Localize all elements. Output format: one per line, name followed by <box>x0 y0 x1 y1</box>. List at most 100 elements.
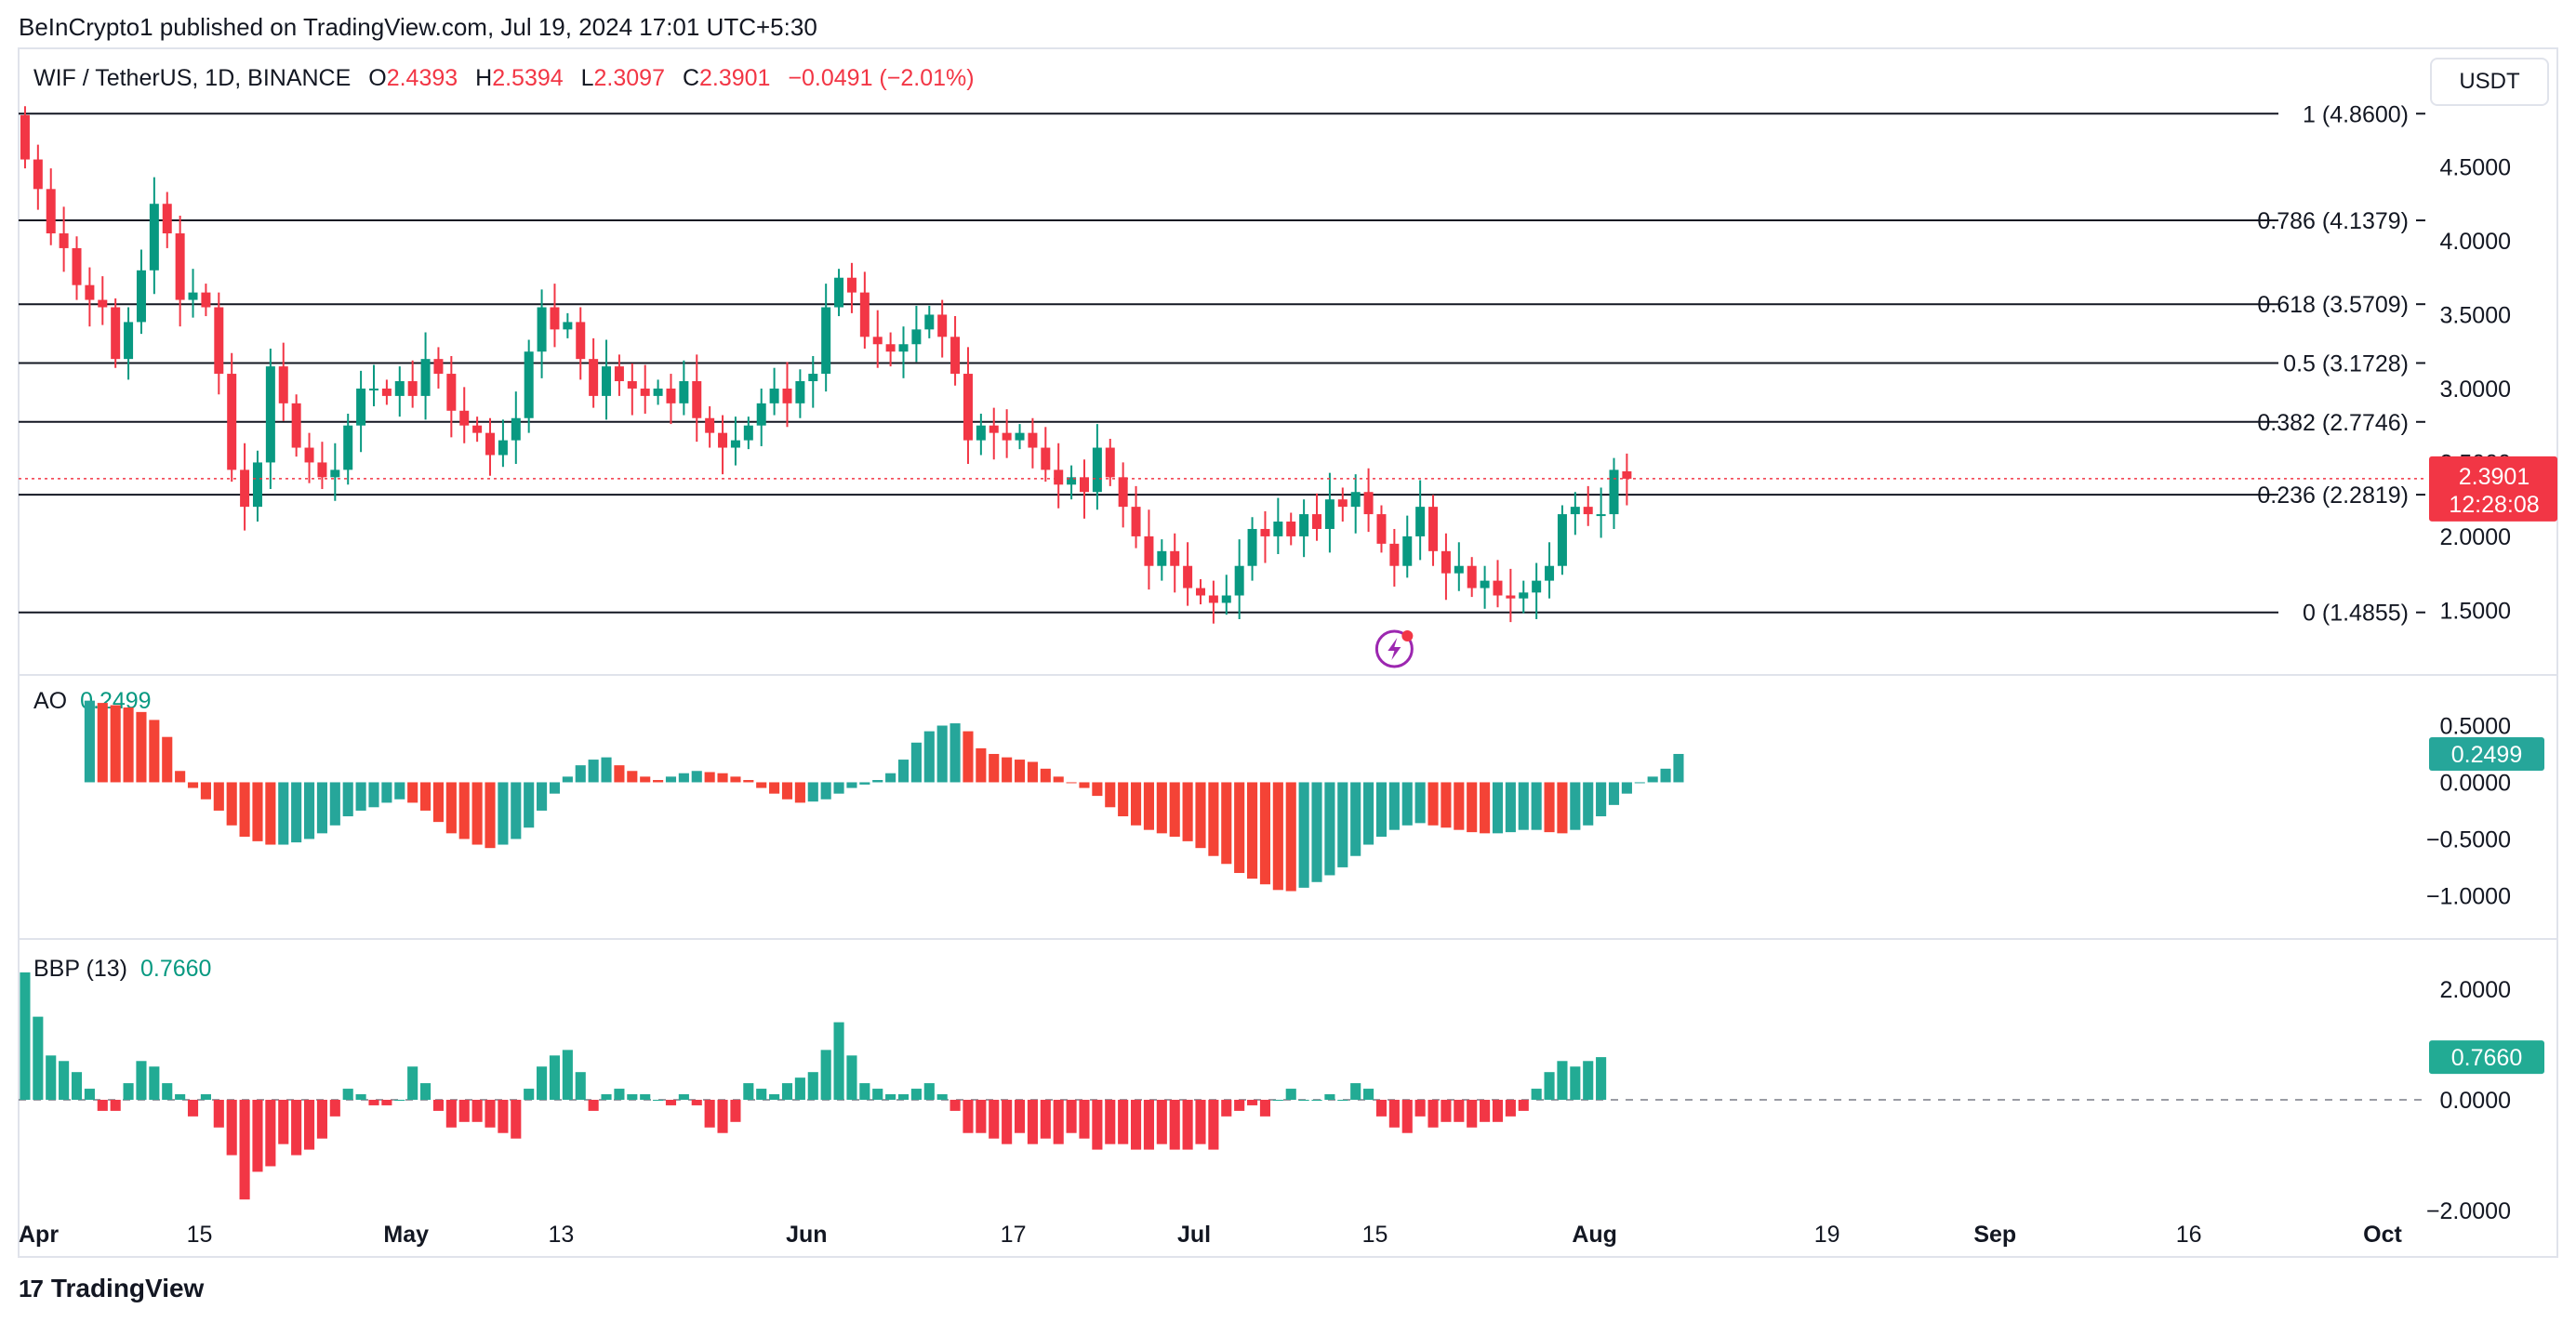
candle-body <box>1389 543 1400 566</box>
bbp-bar <box>627 1094 638 1100</box>
bbp-bar <box>97 1099 108 1111</box>
candle-body <box>640 388 650 396</box>
ao-bar <box>355 782 366 811</box>
bbp-bar <box>239 1099 250 1200</box>
bbp-bar <box>226 1099 237 1156</box>
candle-body <box>472 425 483 433</box>
bbp-bar <box>872 1089 883 1100</box>
bbp-bar <box>833 1022 844 1100</box>
bbp-bar <box>485 1099 496 1128</box>
candle-body <box>679 381 689 403</box>
chart-frame <box>18 47 2558 1258</box>
ao-bar <box>471 782 483 845</box>
candle-body <box>1376 514 1387 544</box>
symbol-name[interactable]: WIF / TetherUS, 1D, BINANCE <box>33 65 352 91</box>
bbp-bar <box>1492 1099 1504 1122</box>
ao-bar <box>678 773 689 783</box>
candle-body <box>537 307 547 352</box>
candle-body <box>846 277 856 293</box>
candle-body <box>1079 477 1089 493</box>
ao-bar <box>1118 782 1129 817</box>
ao-bar <box>213 782 224 811</box>
candle-body <box>1105 447 1115 478</box>
candle-body <box>343 425 353 470</box>
bbp-bar <box>355 1094 366 1100</box>
candle-body <box>330 469 340 478</box>
bbp-bar <box>1195 1099 1206 1144</box>
ao-bar <box>1130 782 1142 826</box>
bbp-bar <box>1105 1099 1116 1144</box>
bbp-bar <box>1092 1099 1103 1150</box>
bbp-bar <box>820 1050 831 1100</box>
candle-body <box>188 292 198 300</box>
currency-unit-button[interactable]: USDT <box>2430 58 2549 106</box>
bbp-bar <box>781 1083 793 1100</box>
candle-body <box>1428 507 1439 551</box>
ao-bar <box>704 772 715 783</box>
candle-body <box>33 159 43 190</box>
ao-bar <box>175 771 186 783</box>
bbp-bar <box>640 1094 651 1100</box>
candle-body <box>1363 492 1374 515</box>
candle-body <box>368 388 378 390</box>
bbp-bar <box>458 1099 470 1122</box>
bbp-bar <box>498 1099 509 1133</box>
candle-body <box>20 114 30 160</box>
ao-axis-tick: 0.0000 <box>2440 770 2511 796</box>
candle-body <box>1002 432 1012 441</box>
ao-bar <box>1557 782 1568 834</box>
bbp-bar <box>743 1083 754 1100</box>
ao-bar <box>278 782 289 845</box>
bbp-bar <box>910 1089 922 1100</box>
change-value: −0.0491 (−2.01%) <box>788 65 975 91</box>
ao-bar <box>149 720 160 783</box>
ao-bar <box>1324 782 1335 876</box>
price-axis-tick: 4.0000 <box>2440 229 2511 255</box>
candle-body <box>1519 592 1529 599</box>
ao-bar <box>627 771 638 783</box>
bbp-bar <box>575 1072 586 1100</box>
candle-body <box>1299 514 1309 536</box>
candle-body <box>885 344 896 352</box>
candle-body <box>1144 535 1154 566</box>
candle-body <box>407 381 418 396</box>
bbp-bar <box>1066 1099 1077 1133</box>
ao-bar <box>1014 760 1026 783</box>
candle-body <box>1467 565 1477 588</box>
bbp-bar <box>278 1099 289 1144</box>
ao-bar <box>1143 782 1154 830</box>
bbp-bar <box>588 1099 599 1111</box>
candle-body <box>550 307 560 330</box>
candle-body <box>1312 514 1322 529</box>
fib-level-label: 0.236 (2.2819) <box>2257 483 2409 509</box>
candle-body <box>756 403 766 426</box>
bbp-bar <box>769 1094 780 1100</box>
low-value: 2.3097 <box>593 65 665 91</box>
ao-bar <box>265 782 276 845</box>
candle-body <box>666 388 676 403</box>
ao-bar <box>303 782 315 839</box>
ao-bar <box>136 711 147 783</box>
ao-bar <box>653 780 664 783</box>
ao-bar <box>420 782 432 811</box>
close-value: 2.3901 <box>699 65 771 91</box>
ao-bar <box>1234 782 1245 874</box>
candle-body <box>1441 550 1451 574</box>
bbp-bar <box>1480 1099 1491 1122</box>
bbp-bar <box>923 1083 935 1100</box>
bbp-bar <box>200 1094 211 1100</box>
ao-bar <box>394 782 405 800</box>
bbp-bar <box>1182 1099 1193 1150</box>
bbp-name[interactable]: BBP (13) <box>33 956 127 982</box>
ao-bar <box>1221 782 1232 865</box>
candle-body <box>201 292 211 308</box>
candle-body <box>1260 528 1270 536</box>
ao-bar <box>1531 782 1542 830</box>
ao-bar <box>807 782 818 802</box>
ao-name[interactable]: AO <box>33 688 68 714</box>
bbp-bar <box>1221 1099 1232 1117</box>
candle-body <box>1324 499 1334 529</box>
candle-body <box>1221 595 1231 603</box>
bbp-bar <box>265 1099 276 1167</box>
